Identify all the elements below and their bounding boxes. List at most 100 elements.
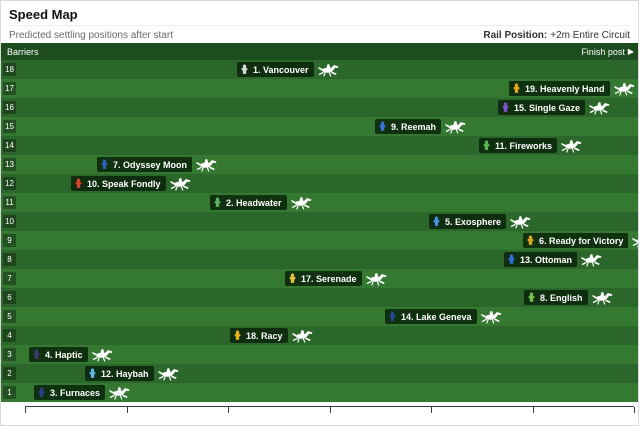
jockey-silk-icon [31,349,42,360]
horse-icon [90,347,114,362]
barrier-row: 7 17. Serenade [1,269,638,288]
barrier-row: 4 18. Racy [1,326,638,345]
runner-name: 4. Haptic [45,349,83,360]
map-header-bar: Barriers Finish post ▶ [1,43,638,60]
horse-icon [587,100,611,115]
barrier-number: 15 [3,120,16,133]
barrier-number: 9 [3,234,16,247]
runner-label[interactable]: 15. Single Gaze [498,100,586,115]
runner: 12. Haybah [85,366,180,381]
runner-label[interactable]: 8. English [524,290,588,305]
jockey-silk-icon [526,292,537,303]
header: Speed Map Predicted settling positions a… [1,1,638,44]
barrier-number: 2 [3,367,16,380]
barrier-row: 16 15. Single Gaze [1,98,638,117]
runner-label[interactable]: 6. Ready for Victory [523,233,629,248]
horse-icon [508,214,532,229]
horse-icon [364,271,388,286]
barrier-number: 14 [3,139,16,152]
runner: 7. Odyssey Moon [97,157,218,172]
horse-icon [168,176,192,191]
horse-icon [290,328,314,343]
runner-name: 7. Odyssey Moon [113,159,188,170]
runner-label[interactable]: 7. Odyssey Moon [97,157,193,172]
barrier-row: 6 8. English [1,288,638,307]
jockey-silk-icon [511,83,522,94]
runner-label[interactable]: 4. Haptic [29,347,88,362]
runner-label[interactable]: 5. Exosphere [429,214,507,229]
runner: 11. Fireworks [479,138,583,153]
runner-label[interactable]: 19. Heavenly Hand [509,81,610,96]
rail-position-value: +2m Entire Circuit [550,30,630,41]
barriers-label: Barriers [7,46,39,57]
axis-tick [431,407,432,413]
distance-axis [25,406,635,414]
subtitle: Predicted settling positions after start [9,30,173,41]
jockey-silk-icon [239,64,250,75]
finish-post-label: Finish post [581,46,625,57]
runner-label[interactable]: 18. Racy [230,328,288,343]
barrier-number: 3 [3,348,16,361]
runner: 13. Ottoman [504,252,603,267]
runner-label[interactable]: 3. Furnaces [34,385,106,400]
runner-label[interactable]: 11. Fireworks [479,138,558,153]
barrier-row: 9 6. Ready for Victory [1,231,639,250]
barrier-row: 14 11. Fireworks [1,136,638,155]
jockey-silk-icon [500,102,511,113]
runner: 3. Furnaces [34,385,131,400]
runner-name: 12. Haybah [101,368,149,379]
barrier-row: 10 5. Exosphere [1,212,638,231]
barrier-number: 17 [3,82,16,95]
runner-name: 19. Heavenly Hand [525,83,605,94]
runner-name: 8. English [540,292,583,303]
barrier-number: 4 [3,329,16,342]
runner-label[interactable]: 2. Headwater [210,195,287,210]
jockey-silk-icon [481,140,492,151]
barrier-number: 16 [3,101,16,114]
barrier-row: 12 10. Speak Fondly [1,174,638,193]
runner-name: 15. Single Gaze [514,102,581,113]
runner: 4. Haptic [29,347,114,362]
page-title: Speed Map [9,7,78,22]
runner: 18. Racy [230,328,314,343]
jockey-silk-icon [431,216,442,227]
horse-icon [316,62,340,77]
jockey-silk-icon [377,121,388,132]
runner-name: 3. Furnaces [50,387,101,398]
axis-tick [25,407,26,413]
horse-icon [630,233,639,248]
barrier-number: 5 [3,310,16,323]
header-sub-row: Predicted settling positions after start… [9,25,630,44]
runner: 14. Lake Geneva [385,309,503,324]
runner: 2. Headwater [210,195,313,210]
runner-name: 17. Serenade [301,273,357,284]
barrier-number: 8 [3,253,16,266]
jockey-silk-icon [212,197,223,208]
horse-icon [289,195,313,210]
barrier-row: 11 2. Headwater [1,193,638,212]
runner-label[interactable]: 10. Speak Fondly [71,176,166,191]
runner-label[interactable]: 12. Haybah [85,366,154,381]
runner-label[interactable]: 13. Ottoman [504,252,578,267]
runner-label[interactable]: 1. Vancouver [237,62,314,77]
barrier-number: 10 [3,215,16,228]
rail-position-label: Rail Position: [483,30,548,41]
horse-icon [194,157,218,172]
barrier-row: 8 13. Ottoman [1,250,638,269]
barrier-number: 13 [3,158,16,171]
horse-icon [443,119,467,134]
runner-label[interactable]: 9. Reemah [375,119,442,134]
horse-icon [559,138,583,153]
horse-icon [579,252,603,267]
barrier-number: 12 [3,177,16,190]
runner: 6. Ready for Victory [523,233,639,248]
runner-label[interactable]: 17. Serenade [285,271,362,286]
runner: 19. Heavenly Hand [509,81,636,96]
barrier-row: 1 3. Furnaces [1,383,638,402]
runner-name: 13. Ottoman [520,254,573,265]
runner-name: 10. Speak Fondly [87,178,161,189]
jockey-silk-icon [232,330,243,341]
runner-label[interactable]: 14. Lake Geneva [385,309,477,324]
runner: 1. Vancouver [237,62,340,77]
